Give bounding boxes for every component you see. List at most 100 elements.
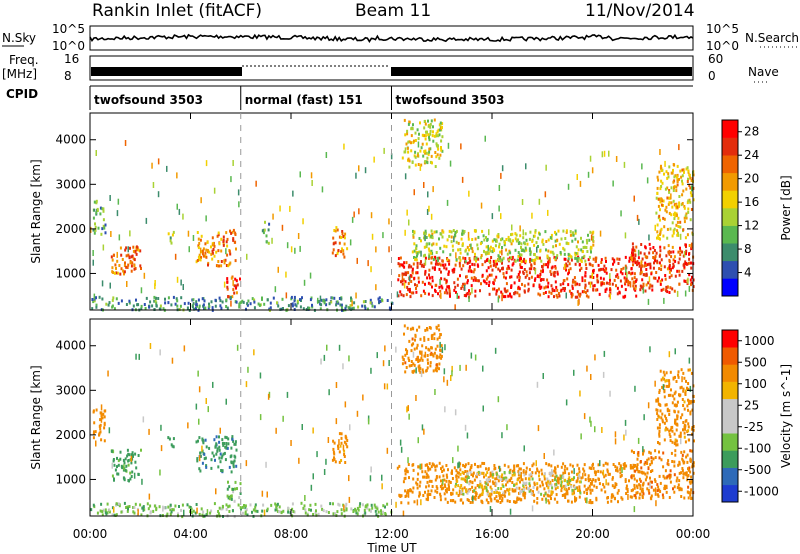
echo-cell <box>407 356 410 360</box>
echo-cell <box>674 421 677 425</box>
echo-cell <box>497 233 500 236</box>
echo-cell <box>518 467 521 471</box>
echo-cell <box>402 264 405 268</box>
echo-cell <box>667 379 670 383</box>
echo-cell <box>523 482 526 486</box>
echo-cell <box>315 509 317 513</box>
echo-cell <box>416 482 419 486</box>
echo-cell <box>522 470 525 474</box>
nsky-trace <box>89 33 694 44</box>
echo-cell <box>432 258 435 261</box>
echo-cell <box>690 480 693 484</box>
echo-cell <box>615 483 618 486</box>
echo-cell <box>338 450 341 454</box>
echo-cell <box>616 491 619 495</box>
echo-cell <box>423 236 425 240</box>
echo-cell <box>378 300 381 304</box>
echo-cell <box>434 489 437 493</box>
echo-cell <box>356 506 359 510</box>
echo-cell <box>411 250 414 254</box>
echo-cell <box>679 220 682 224</box>
echo-cell <box>128 479 130 483</box>
echo-cell <box>256 509 259 513</box>
echo-cell <box>685 252 687 256</box>
echo-streak <box>237 189 240 196</box>
echo-streak <box>591 272 593 279</box>
echo-cell <box>125 254 128 258</box>
echo-cell <box>501 496 504 500</box>
echo-streak <box>609 390 611 397</box>
echo-cell <box>267 241 270 245</box>
echo-cell <box>429 132 432 136</box>
echo-streak <box>443 376 445 383</box>
echo-cell <box>369 509 372 513</box>
echo-cell <box>567 268 570 272</box>
echo-cell <box>416 271 419 275</box>
echo-cell <box>457 248 460 252</box>
cpid-segment-1: normal (fast) 151 <box>245 93 363 107</box>
echo-cell <box>344 306 347 310</box>
echo-cell <box>610 499 613 503</box>
echo-cell <box>635 484 638 488</box>
echo-cell <box>265 240 268 244</box>
echo-cell <box>466 474 469 478</box>
echo-cell <box>471 485 474 489</box>
echo-cell <box>409 327 412 331</box>
echo-cell <box>549 270 552 274</box>
echo-cell <box>201 437 204 441</box>
echo-streak <box>416 499 419 506</box>
echo-cell <box>475 256 478 260</box>
echo-cell <box>673 227 676 231</box>
echo-cell <box>534 471 537 475</box>
echo-cell <box>240 300 243 304</box>
echo-streak <box>323 469 326 475</box>
echo-streak <box>623 161 626 168</box>
echo-cell <box>619 279 622 283</box>
echo-cell <box>528 247 531 251</box>
echo-cell <box>503 471 506 474</box>
echo-cell <box>677 225 680 228</box>
echo-cell <box>560 489 563 493</box>
echo-cell <box>195 303 198 307</box>
echo-cell <box>269 301 272 305</box>
echo-cell <box>327 511 330 514</box>
echo-cell <box>587 233 589 237</box>
echo-cell <box>587 477 590 481</box>
echo-cell <box>611 476 614 480</box>
echo-cell <box>340 512 343 516</box>
echo-cell <box>439 289 442 293</box>
echo-cell <box>523 249 526 253</box>
echo-cell <box>573 476 575 480</box>
echo-cell <box>357 508 360 512</box>
echo-cell <box>432 130 434 134</box>
echo-cell <box>514 500 517 504</box>
echo-streak <box>370 367 372 374</box>
echo-cell <box>554 467 557 471</box>
echo-cell <box>139 249 142 253</box>
echo-streak <box>286 242 289 249</box>
echo-streak <box>290 440 292 446</box>
echo-cell <box>676 417 679 421</box>
echo-streak <box>668 249 671 256</box>
echo-cell <box>501 266 504 270</box>
echo-cell <box>619 471 622 475</box>
echo-cell <box>470 473 473 476</box>
echo-streak <box>143 272 146 279</box>
echo-cell <box>427 465 429 469</box>
echo-cell <box>334 254 337 258</box>
echo-cell <box>548 501 551 505</box>
echo-streak <box>198 455 201 462</box>
echo-cell <box>537 292 540 296</box>
echo-cell <box>497 475 499 479</box>
echo-cell <box>220 469 223 472</box>
echo-cell <box>102 209 105 213</box>
echo-cell <box>430 256 433 260</box>
echo-cell <box>516 291 519 295</box>
echo-cell <box>404 472 407 476</box>
echo-cell <box>222 452 225 456</box>
echo-cell <box>338 503 341 507</box>
echo-cell <box>633 477 636 481</box>
echo-streak <box>482 405 484 412</box>
echo-cell <box>514 259 517 263</box>
echo-cell <box>489 264 492 268</box>
